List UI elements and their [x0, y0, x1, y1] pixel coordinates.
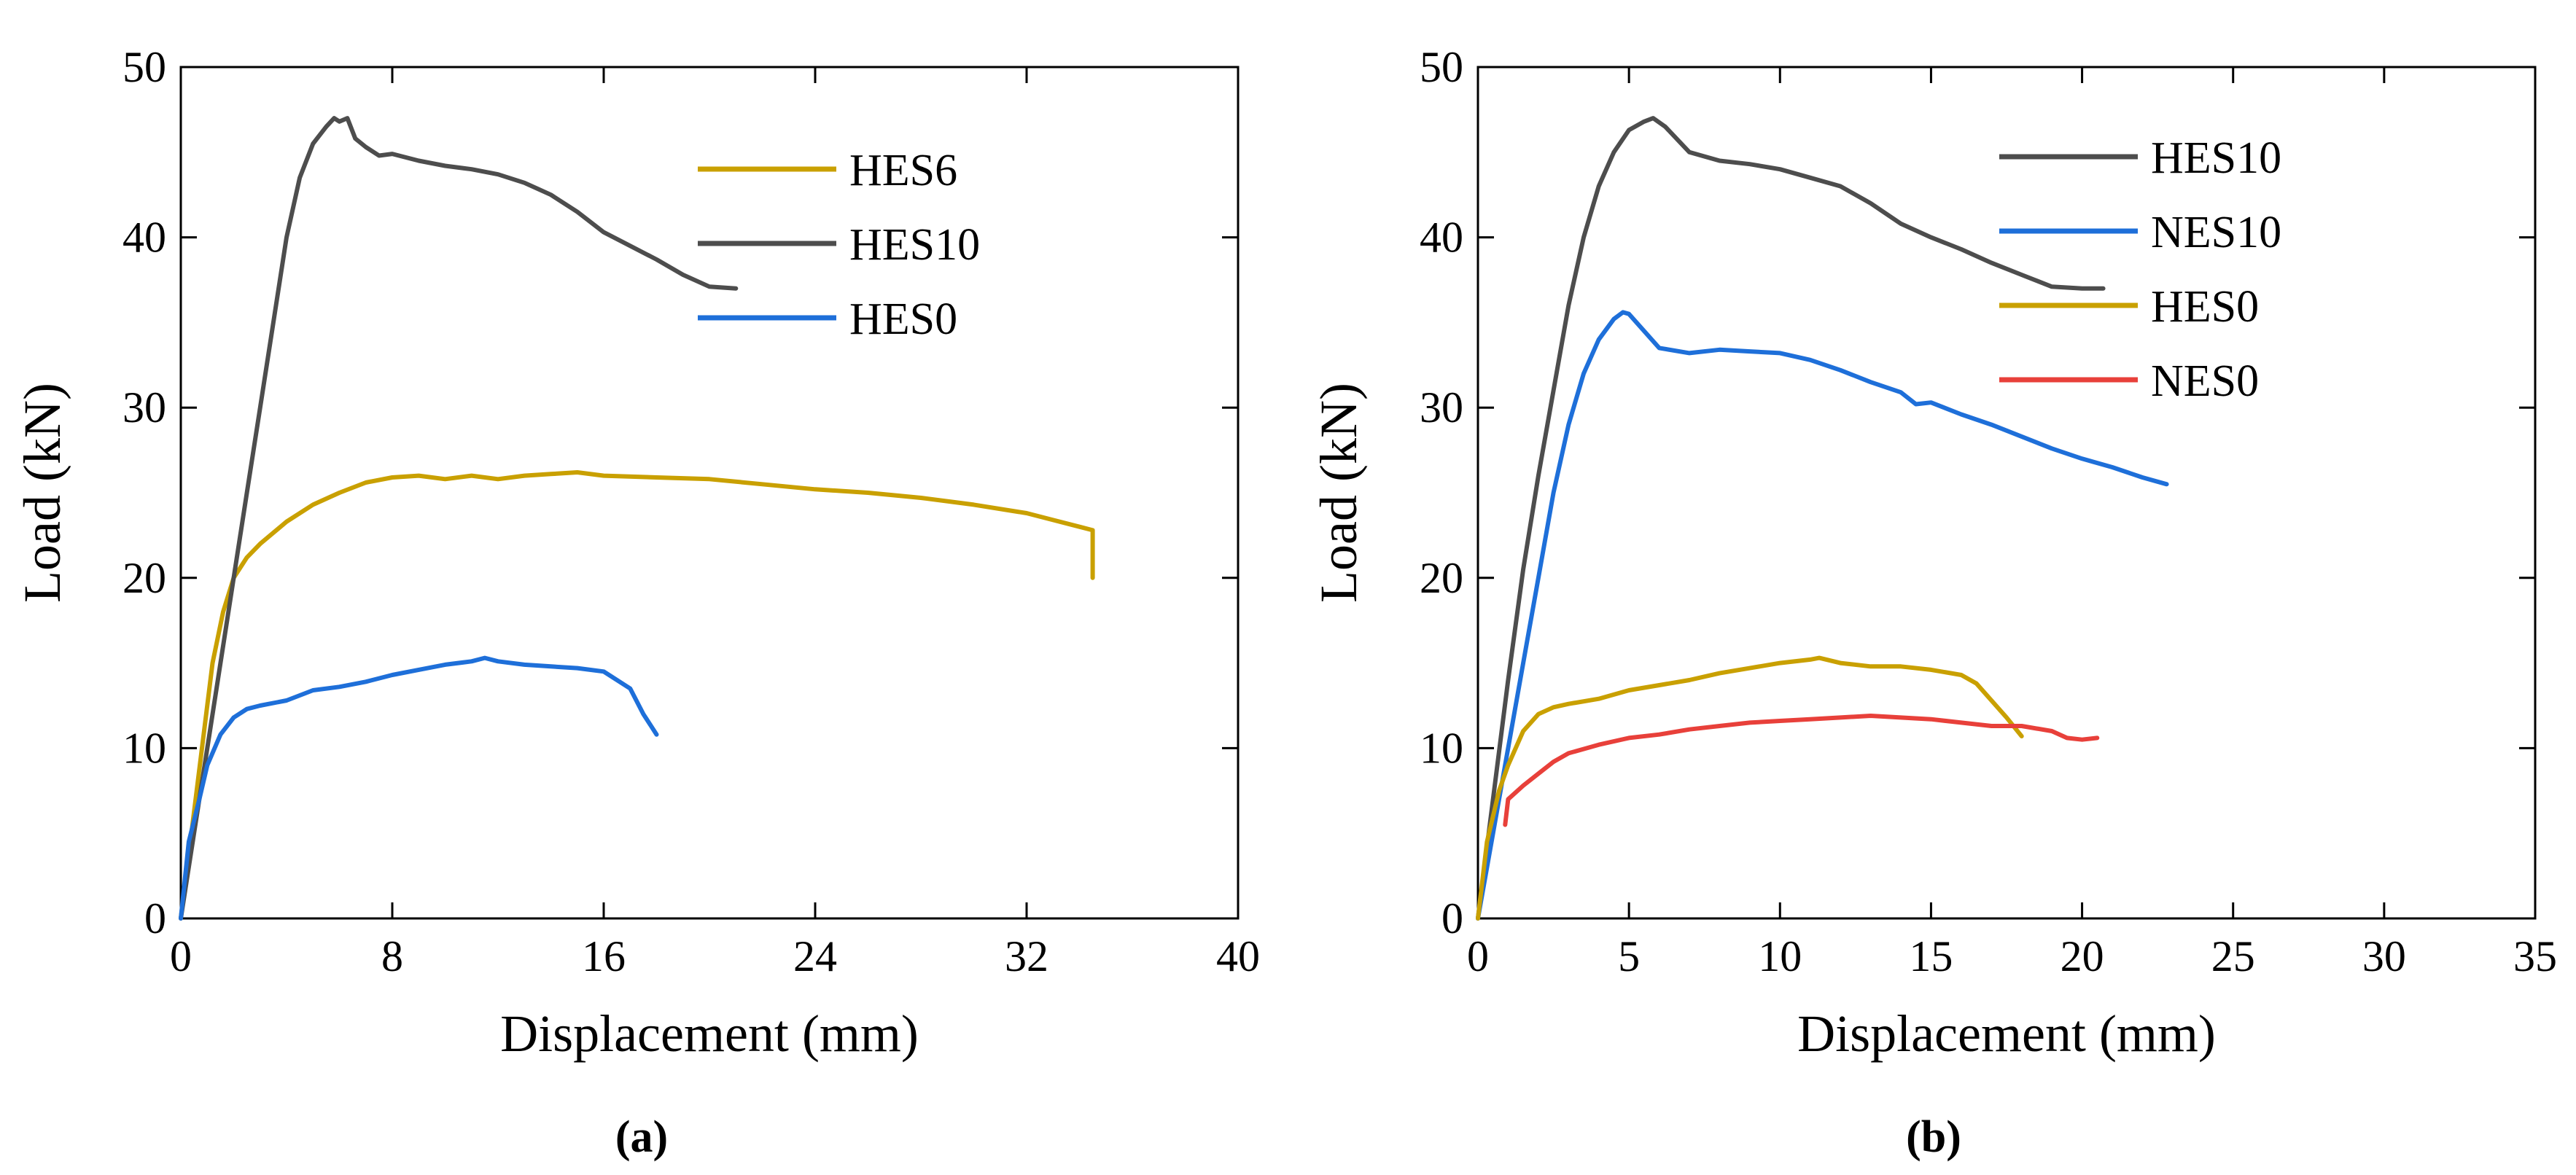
x-tick-label: 0 — [170, 932, 192, 980]
y-tick-label: 30 — [1420, 383, 1463, 432]
series-line-hes0 — [1476, 655, 2024, 921]
y-tick-label: 40 — [1420, 214, 1463, 262]
x-tick-label: 5 — [1618, 932, 1640, 980]
y-tick-label: 30 — [122, 383, 166, 432]
x-tick-label: 15 — [1909, 932, 1953, 980]
series-group — [1476, 116, 2169, 921]
series-line-hes0 — [179, 655, 659, 921]
ticks-group — [179, 66, 1240, 920]
x-tick-label: 32 — [1005, 932, 1048, 980]
series-line-nes10 — [1476, 310, 2169, 921]
legend-label-hes0: HES0 — [2151, 282, 2259, 332]
y-tick-label: 40 — [122, 214, 166, 262]
series-line-nes0 — [1503, 714, 2100, 827]
plot-frame — [1476, 66, 2537, 920]
legend: HES6 HES10 HES0 — [698, 146, 980, 344]
legend-label-hes6: HES6 — [849, 146, 957, 195]
legend-label-hes0: HES0 — [849, 294, 957, 344]
ticks-group — [1476, 66, 2537, 920]
y-tick-labels: 0 10 20 30 40 50 — [122, 43, 166, 942]
y-tick-label: 0 — [1441, 894, 1463, 942]
legend-label-nes10: NES10 — [2151, 208, 2281, 257]
y-tick-label: 50 — [122, 43, 166, 91]
legend: HES10 NES10 HES0 NES0 — [1999, 133, 2281, 406]
legend-label-hes10: HES10 — [2151, 133, 2281, 183]
x-tick-label: 0 — [1467, 932, 1489, 980]
legend-label-hes10: HES10 — [849, 220, 980, 270]
x-tick-labels: 0 5 10 15 20 25 30 35 — [1467, 932, 2557, 980]
x-tick-label: 35 — [2513, 932, 2557, 980]
plot-frame — [179, 66, 1240, 920]
panel-b: 0 5 10 15 20 25 30 35 0 10 20 30 40 50 Displacement … — [1310, 43, 2557, 1162]
y-tick-label: 10 — [122, 724, 166, 772]
panel-a: 0 8 16 24 32 40 0 10 20 30 40 50 Displacement (mm)… — [13, 43, 1260, 1162]
y-tick-label: 20 — [1420, 554, 1463, 602]
x-tick-label: 30 — [2362, 932, 2406, 980]
series-group — [179, 116, 1095, 921]
x-tick-label: 8 — [381, 932, 403, 980]
x-tick-label: 10 — [1758, 932, 1802, 980]
series-line-hes6 — [179, 470, 1095, 921]
x-axis-title: Displacement (mm) — [500, 1004, 919, 1063]
y-tick-label: 0 — [144, 894, 166, 942]
x-tick-label: 16 — [582, 932, 626, 980]
y-tick-label: 50 — [1420, 43, 1463, 91]
x-tick-label: 24 — [793, 932, 837, 980]
caption-a: (a) — [615, 1112, 668, 1162]
y-tick-label: 20 — [122, 554, 166, 602]
caption-b: (b) — [1906, 1112, 1961, 1162]
y-tick-labels: 0 10 20 30 40 50 — [1420, 43, 1463, 942]
series-line-hes10 — [179, 116, 739, 921]
y-axis-title: Load (kN) — [1310, 383, 1368, 603]
x-tick-labels: 0 8 16 24 32 40 — [170, 932, 1260, 980]
legend-label-nes0: NES0 — [2151, 356, 2259, 406]
series-line-hes10 — [1476, 116, 2106, 921]
x-tick-label: 20 — [2061, 932, 2104, 980]
x-axis-title: Displacement (mm) — [1797, 1004, 2216, 1063]
x-tick-label: 25 — [2211, 932, 2255, 980]
y-tick-label: 10 — [1420, 724, 1463, 772]
y-axis-title: Load (kN) — [13, 383, 71, 603]
x-tick-label: 40 — [1216, 932, 1260, 980]
